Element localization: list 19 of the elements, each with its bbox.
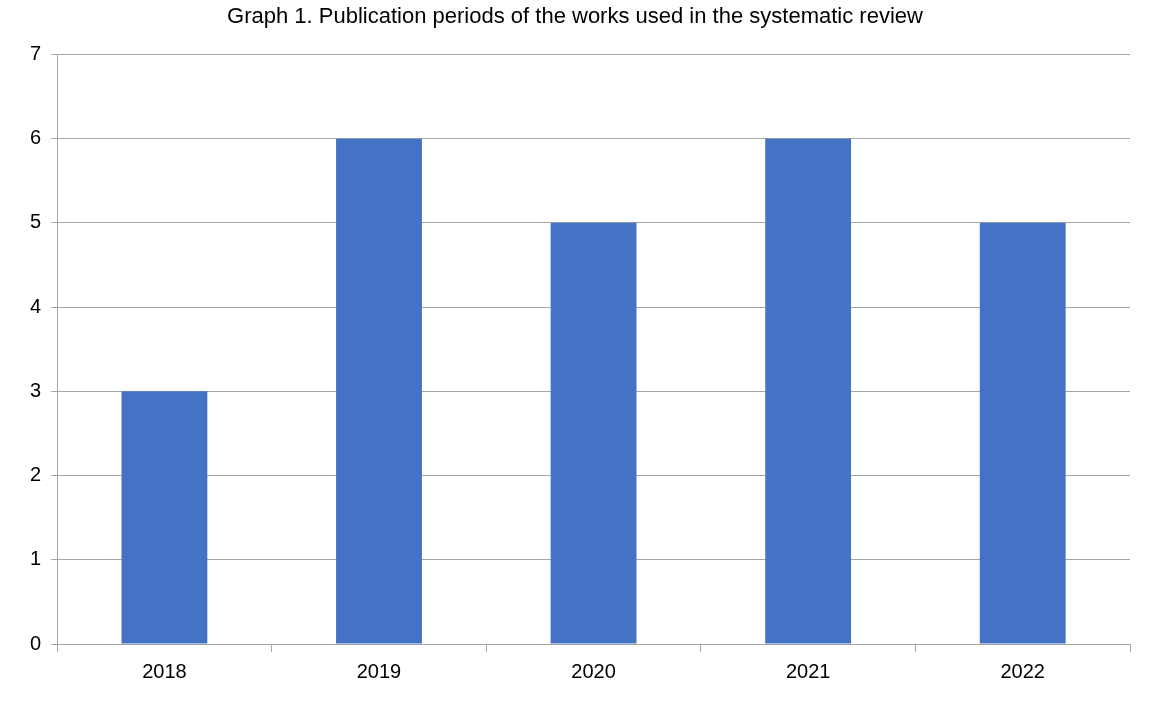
y-tick-label: 4 xyxy=(30,294,42,317)
x-tick-label: 2018 xyxy=(142,659,187,682)
y-tick-label: 1 xyxy=(30,547,42,570)
bar xyxy=(765,138,852,644)
y-tick-label: 7 xyxy=(30,41,42,64)
chart-title: Graph 1. Publication periods of the works used in the systematic review xyxy=(227,3,923,29)
y-tick-label: 6 xyxy=(30,126,42,149)
x-tick-label: 2022 xyxy=(1000,659,1045,682)
y-tick-label: 2 xyxy=(30,463,42,486)
bar xyxy=(121,391,208,644)
bar xyxy=(336,138,422,644)
x-tick-label: 2019 xyxy=(356,659,402,682)
x-tick-label: 2020 xyxy=(571,659,616,682)
bar xyxy=(979,222,1066,644)
y-tick-label: 3 xyxy=(30,378,42,401)
y-tick-label: 5 xyxy=(30,210,42,233)
y-tick-label: 0 xyxy=(30,631,42,654)
bar xyxy=(550,222,637,644)
x-tick-label: 2021 xyxy=(785,659,831,682)
